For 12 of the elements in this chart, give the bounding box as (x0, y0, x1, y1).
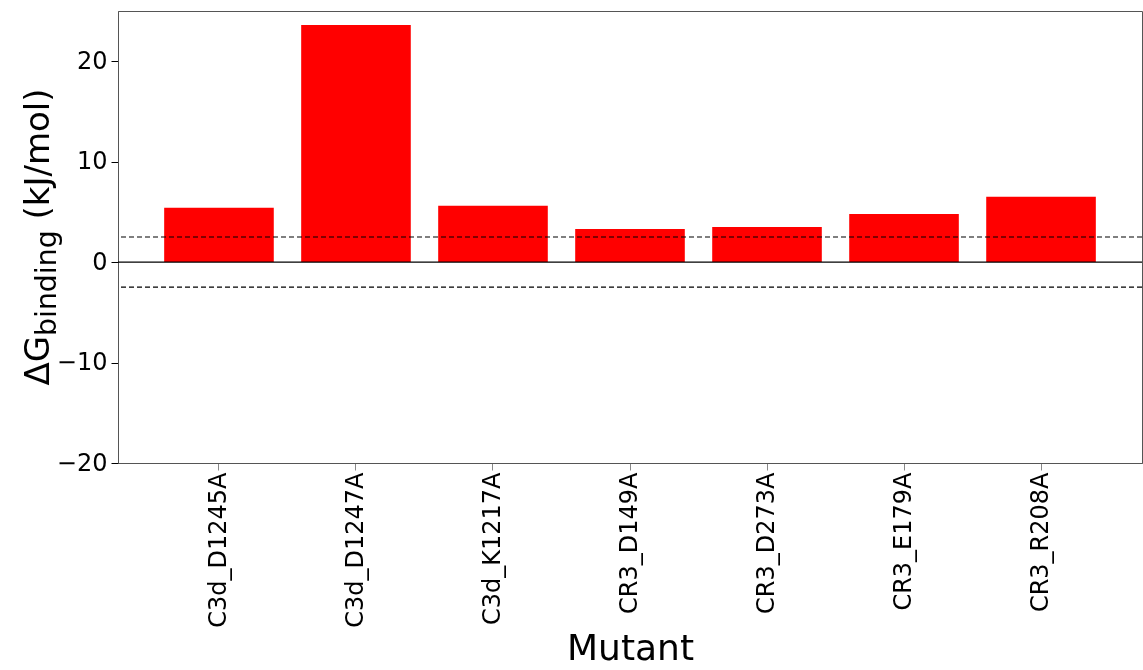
y-tick-label: 0 (92, 247, 108, 276)
x-tick-label: CR3_E179A (889, 471, 918, 611)
x-axis-title: Mutant (567, 626, 694, 668)
y-tick-label: 10 (76, 147, 108, 176)
x-tick-label: C3d_D1245A (203, 471, 232, 628)
x-tick-label: C3d_K1217A (477, 471, 506, 625)
x-tick-label: CR3_R208A (1026, 471, 1055, 613)
y-tick-label: 20 (76, 46, 108, 75)
y-tick-label: −20 (56, 448, 108, 477)
x-tick-label: CR3_D149A (615, 471, 643, 614)
x-tick-label: C3d_D1247A (340, 471, 369, 628)
x-tick-label: CR3_D273A (752, 471, 781, 614)
